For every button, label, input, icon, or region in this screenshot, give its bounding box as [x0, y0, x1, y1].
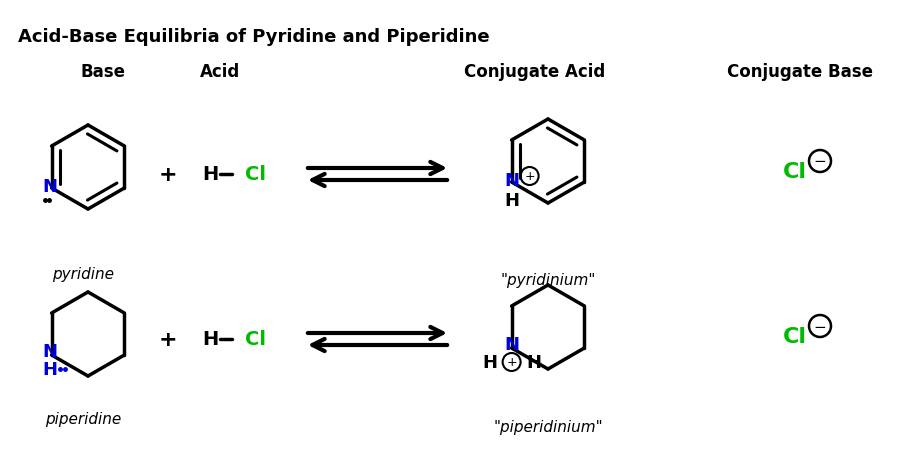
Text: Acid: Acid	[200, 63, 240, 81]
Text: H: H	[42, 360, 57, 378]
Text: Base: Base	[80, 63, 125, 81]
Text: Cl: Cl	[783, 162, 807, 182]
Text: +: +	[159, 165, 178, 185]
Text: H: H	[202, 165, 218, 184]
Text: +: +	[506, 356, 517, 369]
Text: "piperidinium": "piperidinium"	[493, 420, 603, 435]
Text: N: N	[504, 172, 520, 190]
Text: Cl: Cl	[244, 330, 265, 349]
Text: −: −	[814, 154, 826, 169]
Text: +: +	[524, 170, 535, 183]
Text: piperidine: piperidine	[45, 412, 121, 426]
Text: H: H	[526, 353, 541, 371]
Text: N: N	[42, 342, 57, 360]
Text: Cl: Cl	[783, 326, 807, 346]
Text: Conjugate Base: Conjugate Base	[727, 63, 873, 81]
Text: H: H	[504, 191, 520, 210]
Text: H: H	[202, 330, 218, 349]
Text: N: N	[504, 335, 520, 353]
Text: Cl: Cl	[244, 165, 265, 184]
Text: Conjugate Acid: Conjugate Acid	[465, 63, 605, 81]
Text: H: H	[483, 353, 497, 371]
Text: −: −	[814, 319, 826, 334]
Text: N: N	[42, 178, 57, 196]
Text: pyridine: pyridine	[52, 267, 114, 282]
Text: "pyridinium": "pyridinium"	[501, 272, 595, 287]
Text: +: +	[159, 329, 178, 349]
Text: Acid-Base Equilibria of Pyridine and Piperidine: Acid-Base Equilibria of Pyridine and Pip…	[18, 28, 490, 46]
